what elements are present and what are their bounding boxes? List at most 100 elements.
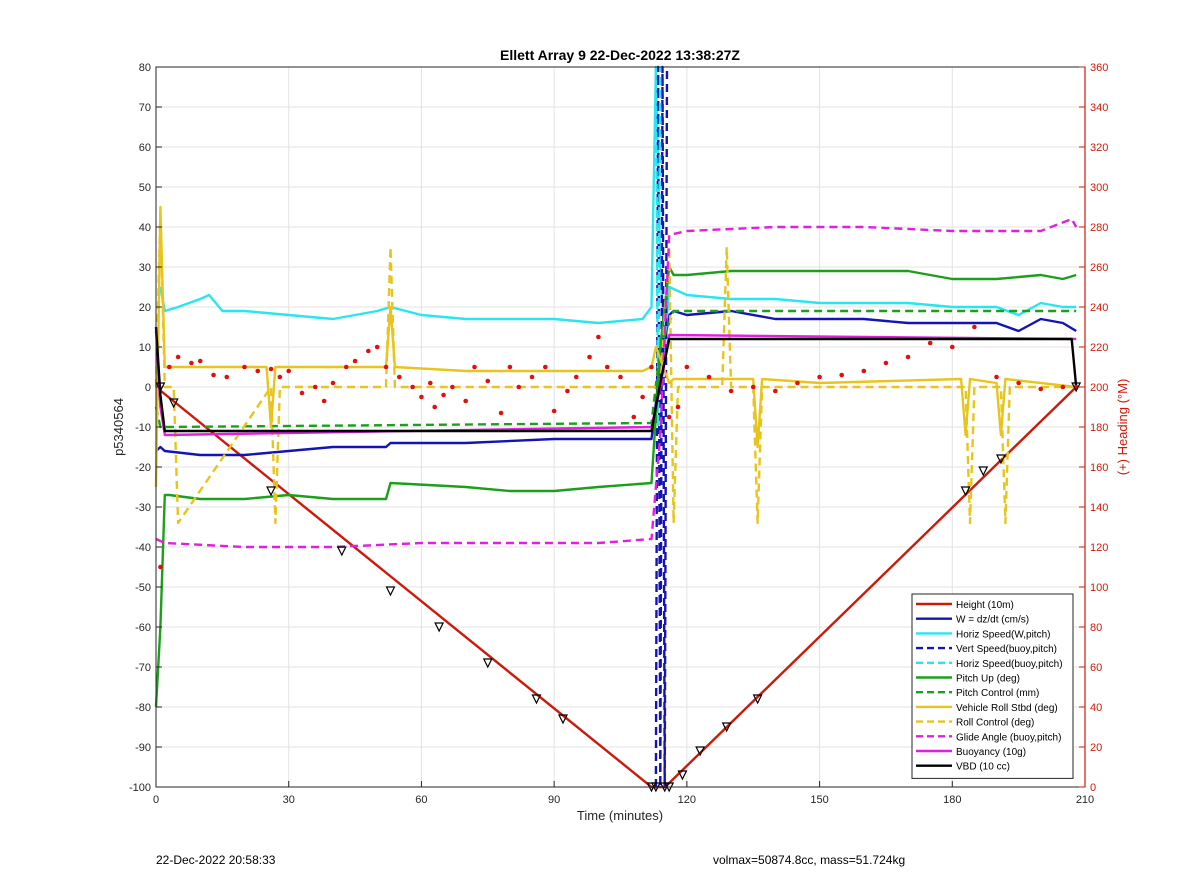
heading-point <box>366 348 371 354</box>
y2-axis-label: (+) Heading (°M) <box>1115 379 1130 476</box>
x-tick-label: 120 <box>678 794 696 806</box>
y-tick-label: 40 <box>139 222 151 234</box>
heading-point <box>706 374 712 380</box>
heading-point <box>397 374 402 380</box>
heading-point <box>441 392 446 398</box>
y-tick-label: -10 <box>135 422 151 434</box>
y-tick-label: -50 <box>135 582 151 594</box>
legend-label: Horiz Speed(W,pitch) <box>956 629 1050 640</box>
depth-marker <box>385 586 396 597</box>
y2-tick-label: 200 <box>1090 382 1108 394</box>
heading-point <box>1060 384 1066 390</box>
heading-point <box>286 368 292 374</box>
series-vehicle-roll-stbd-deg <box>154 205 1077 488</box>
depth-marker <box>995 454 1006 465</box>
y-tick-label: 10 <box>139 342 151 354</box>
heading-point <box>189 360 194 366</box>
heading-point <box>498 410 504 416</box>
footer-timestamp: 22-Dec-2022 20:58:33 <box>156 853 276 867</box>
legend-label: Horiz Speed(buoy,pitch) <box>956 659 1063 670</box>
y-tick-label: -80 <box>135 702 151 714</box>
y2-tick-label: 100 <box>1090 582 1108 594</box>
y-tick-label: 50 <box>139 182 151 194</box>
heading-point <box>299 390 305 396</box>
y2-tick-label: 140 <box>1090 502 1108 514</box>
heading-point <box>352 358 358 364</box>
heading-point <box>166 364 172 370</box>
chart-title: Ellett Array 9 22-Dec-2022 13:38:27Z <box>500 47 740 63</box>
legend-label: Buoyancy (10g) <box>956 747 1026 758</box>
y2-tick-label: 120 <box>1090 542 1108 554</box>
legend-label: VBD (10 cc) <box>956 762 1010 773</box>
y2-tick-label: 280 <box>1090 222 1108 234</box>
heading-point <box>750 384 756 390</box>
heading-point <box>321 398 327 404</box>
depth-marker <box>336 546 347 557</box>
y-axis-label: p5340564 <box>111 398 126 456</box>
depth-marker <box>721 722 732 733</box>
y-tick-label: -60 <box>135 622 151 634</box>
legend-label: Vehicle Roll Stbd (deg) <box>956 703 1058 714</box>
y-tick-label: -40 <box>135 542 151 554</box>
legend-label: Roll Control (deg) <box>956 718 1034 729</box>
heading-point <box>631 414 637 420</box>
heading-point <box>277 374 283 380</box>
legend: Height (10m) W = dz/dt (cm/s) Horiz Speed(… <box>911 593 1074 779</box>
footer-mass-info: volmax=50874.8cc, mass=51.724kg <box>713 853 906 867</box>
heading-point <box>542 364 548 370</box>
depth-marker <box>960 486 971 497</box>
series-pitch-up-deg <box>154 265 1077 708</box>
y2-tick-label: 60 <box>1090 662 1102 674</box>
y2-tick-label: 340 <box>1090 102 1108 114</box>
heading-point <box>905 354 911 360</box>
heading-point <box>839 372 844 378</box>
heading-point <box>255 368 261 374</box>
y-tick-label: -30 <box>135 502 151 514</box>
y2-tick-label: 20 <box>1090 742 1102 754</box>
heading-point <box>374 344 380 350</box>
heading-point <box>596 334 601 340</box>
heading-point <box>773 388 778 394</box>
y-tick-label: 20 <box>139 302 151 314</box>
heading-point <box>684 364 690 370</box>
x-tick-label: 0 <box>153 794 159 806</box>
heading-point <box>675 404 681 410</box>
y-tick-label: -70 <box>135 662 151 674</box>
heading-point <box>927 340 933 346</box>
y-tick-label: 0 <box>145 382 151 394</box>
y-tick-label: -90 <box>135 742 151 754</box>
depth-marker <box>752 694 763 705</box>
heading-point <box>211 372 216 378</box>
y2-tick-label: 360 <box>1090 62 1108 74</box>
heading-point <box>883 360 889 366</box>
heading-points <box>158 324 1079 570</box>
depth-marker <box>677 770 688 781</box>
heading-point <box>1016 380 1021 386</box>
heading-point <box>158 564 163 570</box>
depth-marker <box>695 746 706 757</box>
heading-point <box>197 358 203 364</box>
x-tick-label: 60 <box>415 794 427 806</box>
heading-point <box>507 364 513 370</box>
heading-point <box>224 374 230 380</box>
x-tick-label: 180 <box>943 794 961 806</box>
axes: 0 30 60 90 120 150 180 210-100-90-80-70-60-50-4… <box>129 62 1108 806</box>
legend-label: Vert Speed(buoy,pitch) <box>956 644 1057 655</box>
heading-point <box>312 384 318 390</box>
heading-point <box>485 378 491 384</box>
heading-point <box>649 364 654 370</box>
depth-marker <box>482 658 493 669</box>
heading-point <box>432 404 438 410</box>
depth-marker <box>531 694 542 705</box>
depth-marker <box>978 466 989 477</box>
heading-point <box>410 384 415 390</box>
heading-point <box>795 380 800 386</box>
legend-label: Glide Angle (buoy,pitch) <box>956 732 1061 743</box>
depth-marker <box>266 486 276 497</box>
heading-point <box>242 364 247 370</box>
legend-label: Pitch Control (mm) <box>956 688 1039 699</box>
depth-marker <box>1071 382 1082 393</box>
y2-tick-label: 320 <box>1090 142 1108 154</box>
y2-tick-label: 300 <box>1090 182 1108 194</box>
